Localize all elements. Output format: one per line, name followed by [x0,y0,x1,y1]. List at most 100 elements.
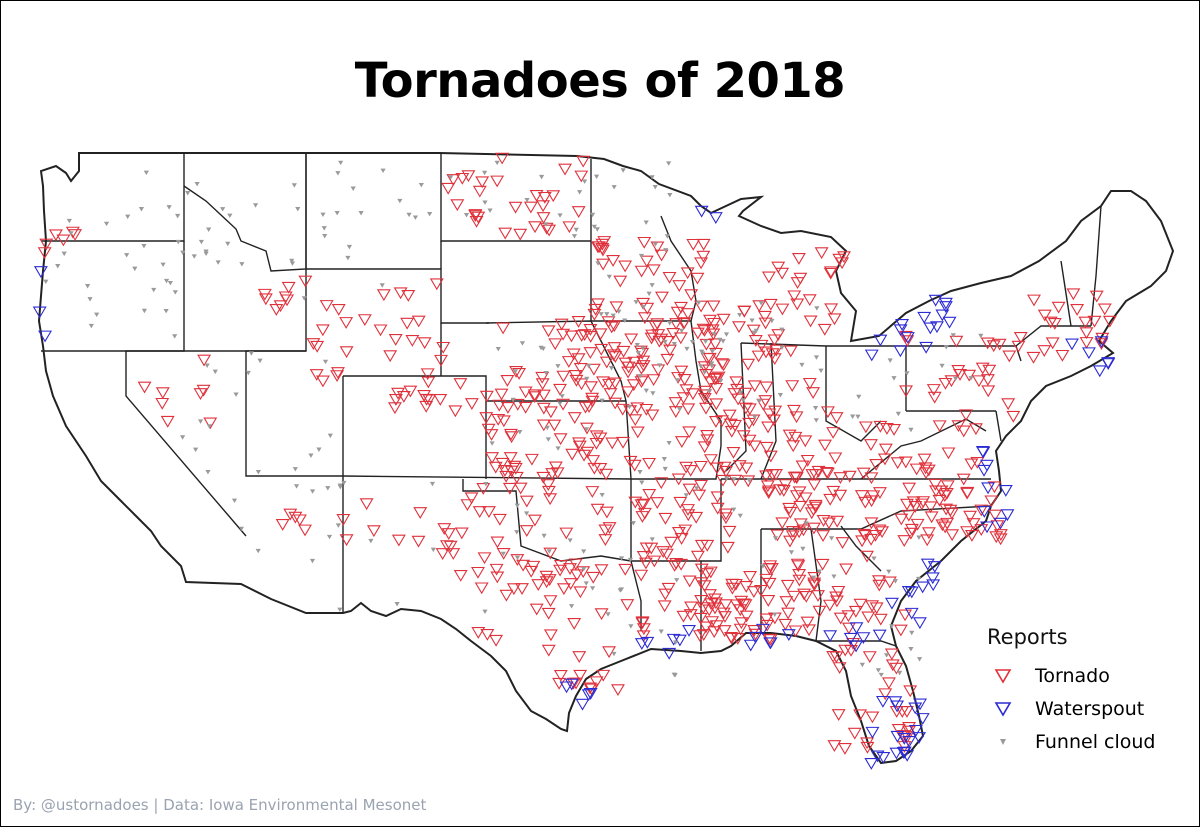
tornado-marker [673,496,688,509]
tornado-marker [536,212,551,224]
funnel-cloud-marker [709,361,715,366]
funnel-cloud-marker [711,332,718,337]
tornado-marker [529,190,544,202]
funnel-cloud-marker [634,342,640,348]
waterspout-marker [915,581,930,594]
tornado-marker [781,607,796,620]
tornado-marker [626,379,641,392]
funnel-cloud-marker [94,312,100,318]
tornado-marker [583,331,598,343]
tornado-marker [257,288,272,301]
tornado-marker [586,455,601,467]
funnel-cloud-marker [584,376,590,382]
tornado-marker [508,201,523,214]
tornado-marker [923,501,938,514]
waterspout-marker [917,311,932,324]
tornado-marker [928,478,943,491]
tornado-marker [981,385,996,398]
tornado-marker [980,374,995,386]
tornado-marker [760,619,775,632]
tornado-marker [1043,316,1058,329]
tornado-marker [829,651,844,664]
tornado-marker [602,378,616,391]
tornado-marker [537,191,552,204]
funnel-cloud-marker [582,179,588,184]
tornado-marker [990,520,1005,533]
tornado-marker [573,586,588,599]
tornado-marker [677,373,692,386]
tornado-marker [471,566,485,579]
tornado-marker [650,241,665,254]
tornado-marker [512,368,527,380]
funnel-cloud-markers [43,160,984,678]
tornado-marker [599,468,614,481]
tornado-marker [676,317,691,330]
tornado-marker [885,659,900,672]
tornado-marker [775,303,790,316]
funnel-cloud-marker [66,218,72,224]
legend-item-funnel-cloud: Funnel cloud [987,725,1187,758]
funnel-cloud-marker [950,333,956,338]
funnel-cloud-marker [325,486,331,491]
tornado-marker [949,335,964,348]
funnel-cloud-marker [886,569,892,575]
tornado-marker [787,471,802,484]
tornado-marker [497,465,512,477]
tornado-marker [654,249,669,262]
funnel-cloud-marker [649,283,655,288]
funnel-cloud-marker [724,476,730,481]
tornado-marker [580,446,595,459]
funnel-cloud-marker [758,301,764,306]
tornado-marker [509,366,524,378]
funnel-cloud-marker [316,447,322,452]
tornado-marker [515,583,530,595]
waterspout-marker [876,751,891,764]
tornado-marker [571,353,586,366]
tornado-marker [496,322,511,335]
funnel-cloud-marker [538,174,545,180]
tornado-marker [548,461,563,474]
tornado-marker [964,458,979,471]
tornado-marker [509,471,524,484]
credit-text: By: @ustornadoes | Data: Iowa Environmen… [13,796,427,814]
funnel-cloud-marker [345,255,351,261]
tornado-marker [1047,318,1062,330]
tornado-marker [359,498,374,511]
tornado-marker [940,517,955,530]
funnel-cloud-marker [637,374,643,379]
waterspout-marker [875,695,890,708]
tornado-marker [634,362,649,375]
tornado-marker [707,626,722,639]
tornado-marker [698,389,712,402]
funnel-cloud-marker [656,363,663,368]
tornado-marker [1079,327,1094,340]
tornado-marker [357,314,372,327]
tornado-marker [793,500,808,513]
funnel-cloud-marker [666,440,672,446]
tornado-marker [760,480,775,493]
tornado-marker [609,301,624,314]
tornado-marker [645,409,660,422]
tornado-marker [884,648,899,661]
tornado-marker [685,388,700,401]
funnel-cloud-marker [875,668,881,673]
tornado-marker [974,524,989,536]
funnel-cloud-marker [702,339,709,344]
funnel-cloud-marker [777,393,784,398]
tornado-marker [1013,331,1028,344]
waterspout-marker [893,345,908,358]
tornado-marker [736,430,751,443]
waterspout-marker [977,506,992,518]
tornado-marker [637,236,652,249]
funnel-cloud-marker [125,214,131,220]
funnel-cloud-marker [487,208,493,213]
tornado-marker [706,328,721,341]
funnel-cloud-marker [904,371,910,376]
tornado-marker [479,390,494,403]
tornado-marker [858,421,873,434]
tornado-marker [848,605,863,618]
funnel-cloud-marker [418,182,424,188]
funnel-cloud-marker [696,300,702,306]
tornado-marker [802,294,817,307]
tornado-marker [719,465,734,478]
